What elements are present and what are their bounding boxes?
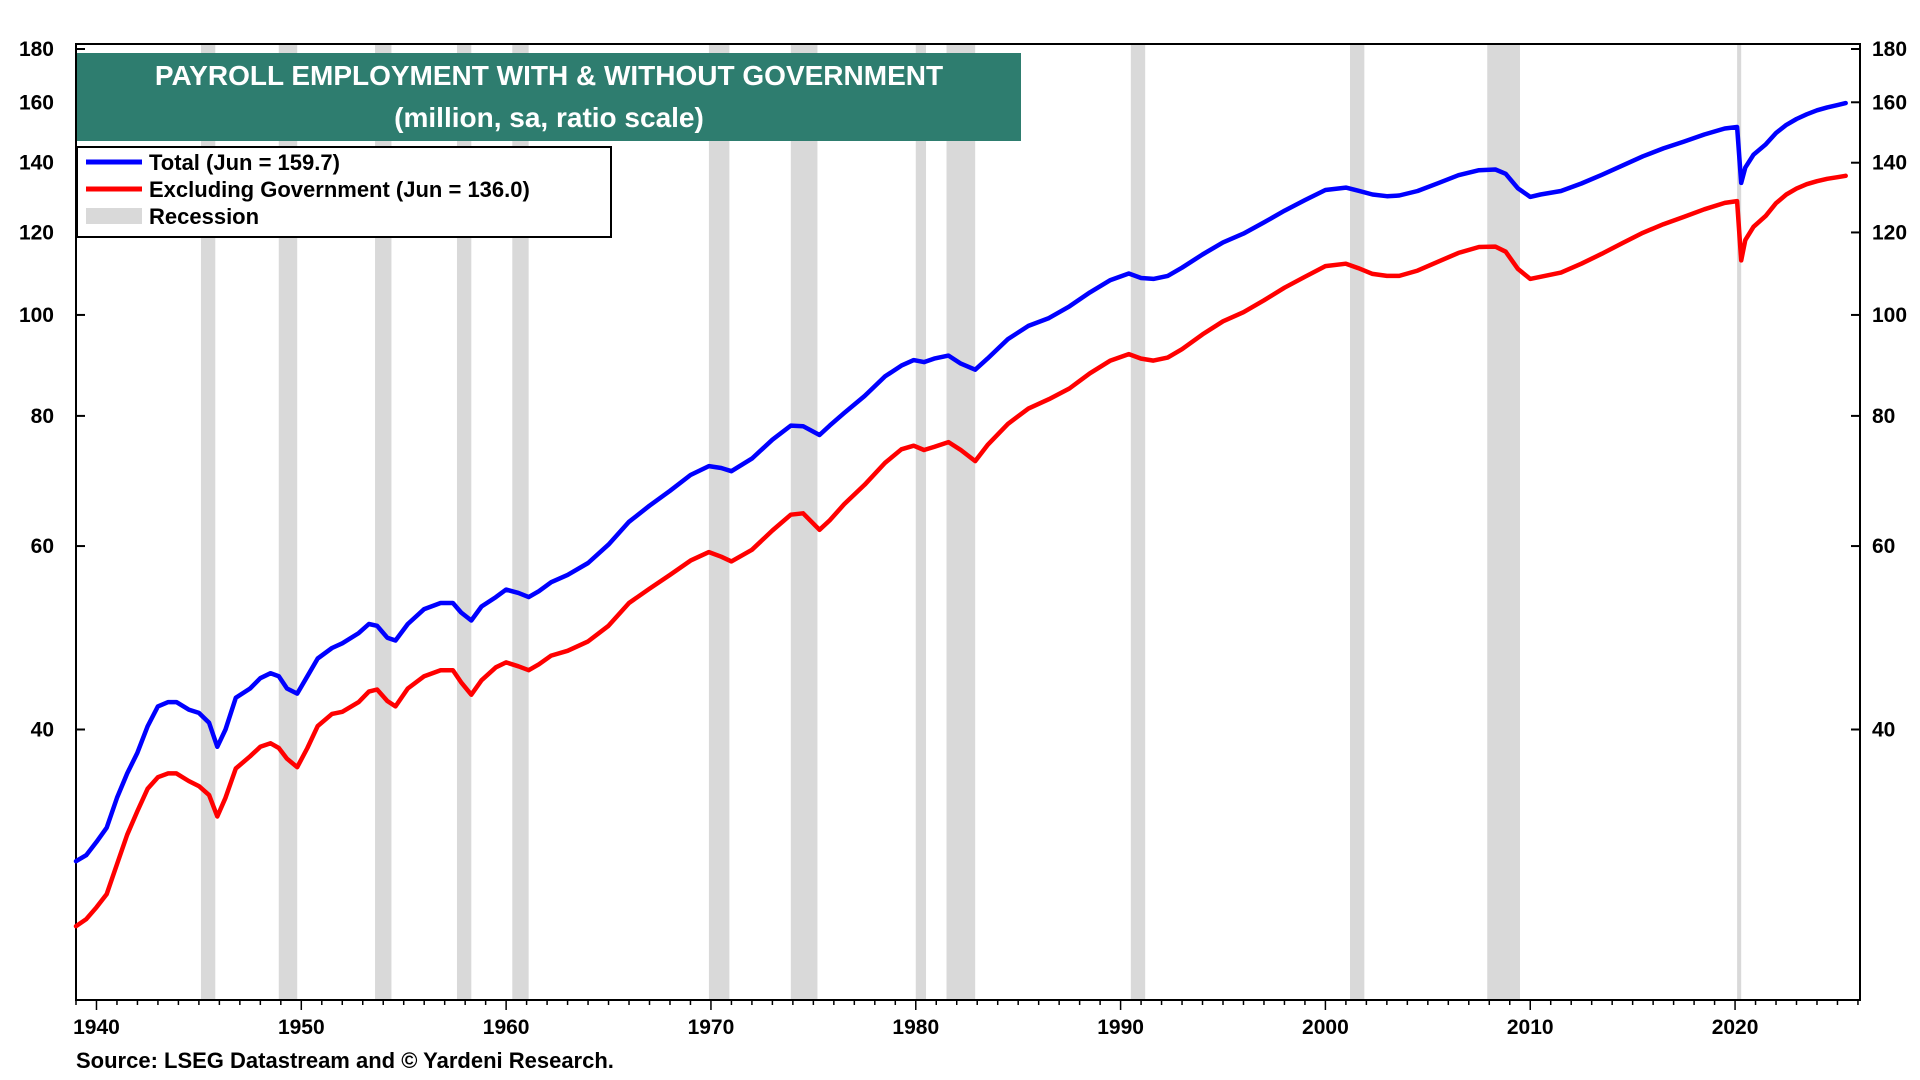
x-tick-label: 1990 [1097,1016,1144,1039]
series-line-total [73,100,1848,864]
axes: 40 40 60 60 80 80 100 100 120 120 140 140 160 160 180 1… [19,38,1907,1039]
recession-band [456,44,472,1000]
y-tick-label-right: 80 [1872,405,1895,428]
title-background [77,53,1021,141]
legend-label-recession: Recession [149,204,259,229]
source-note: Source: LSEG Datastream and © Yardeni Re… [76,1048,614,1073]
y-tick-label-right: 60 [1872,535,1895,558]
legend-label-total: Total (Jun = 159.7) [149,150,340,175]
recession-band [915,44,927,1000]
recession-band [946,44,976,1000]
legend: Total (Jun = 159.7) Excluding Government… [76,146,612,238]
x-tick-label: 2010 [1507,1016,1554,1039]
recession-band [708,44,730,1000]
x-tick-label: 1970 [688,1016,735,1039]
y-tick-label-left: 60 [31,535,54,558]
legend-label-excluding-government: Excluding Government (Jun = 136.0) [149,177,530,202]
chart-subtitle: (million, sa, ratio scale) [394,102,704,133]
recession-band [1130,44,1146,1000]
y-tick-label-right: 160 [1872,91,1907,114]
x-tick-label: 1960 [483,1016,530,1039]
recession-band [200,44,216,1000]
recession-band [375,44,392,1000]
legend-swatch-recession [86,208,142,224]
y-tick-label-right: 40 [1872,719,1895,742]
y-tick-label-left: 140 [19,152,54,175]
y-tick-label-left: 120 [19,221,54,244]
y-tick-label-right: 100 [1872,304,1907,327]
y-tick-label-left: 40 [31,719,54,742]
y-tick-label-left: 180 [19,38,54,61]
x-tick-label: 1980 [892,1016,939,1039]
chart-title: PAYROLL EMPLOYMENT WITH & WITHOUT GOVERN… [155,60,943,91]
plot-frame [75,43,1861,1001]
recession-band [1349,44,1365,1000]
x-tick-label: 2000 [1302,1016,1349,1039]
series-lines [73,100,1848,929]
title-box: PAYROLL EMPLOYMENT WITH & WITHOUT GOVERN… [77,53,1021,141]
y-tick-label-left: 160 [19,91,54,114]
x-tick-label: 1940 [73,1016,120,1039]
y-tick-label-right: 140 [1872,152,1907,175]
y-tick-label-left: 100 [19,304,54,327]
series-line-excluding-government [73,173,1848,929]
y-tick-label-right: 120 [1872,221,1907,244]
recession-band [1737,44,1742,1000]
y-tick-label-right: 180 [1872,38,1907,61]
y-tick-label-left: 80 [31,405,54,428]
recession-band [512,44,529,1000]
x-tick-label: 1950 [278,1016,325,1039]
recession-band [1487,44,1520,1000]
legend-box [76,146,612,238]
x-tick-label: 2020 [1712,1016,1759,1039]
